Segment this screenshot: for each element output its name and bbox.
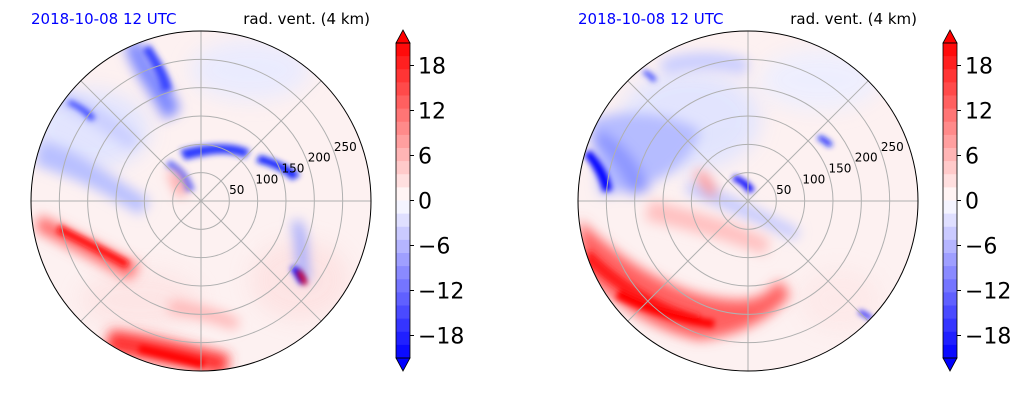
colorbar-bin bbox=[943, 226, 957, 241]
colorbar-bin bbox=[943, 239, 957, 254]
colorbar-bin bbox=[396, 331, 410, 346]
colorbar-tick-label: 12 bbox=[965, 100, 993, 125]
colorbar-bin bbox=[943, 305, 957, 320]
radial-tick-label: 150 bbox=[282, 161, 305, 175]
colorbar-tick-label: −12 bbox=[965, 280, 1011, 305]
colorbar-bin bbox=[943, 82, 957, 96]
radial-tick-label: 50 bbox=[229, 183, 244, 197]
colorbar-bin bbox=[943, 108, 957, 123]
angular-gridline bbox=[627, 80, 749, 202]
colorbar-tick-label: −18 bbox=[965, 325, 1011, 350]
colorbar-bin bbox=[943, 56, 957, 70]
colorbar-bin bbox=[396, 108, 410, 123]
colorbar-bin bbox=[396, 279, 410, 293]
colorbar-extend-max bbox=[395, 29, 411, 44]
radial-tick-label: 150 bbox=[829, 161, 852, 175]
colorbar-bin bbox=[943, 134, 957, 149]
colorbar-bin bbox=[396, 69, 410, 83]
colorbar-bin bbox=[396, 43, 410, 57]
colorbar-tick-label: 6 bbox=[965, 145, 979, 170]
colorbar-tick-label: 18 bbox=[418, 55, 446, 80]
colorbar-bin bbox=[943, 187, 957, 201]
colorbar-tick-label: −18 bbox=[418, 325, 464, 350]
colorbar-bin bbox=[396, 121, 410, 136]
radial-tick-label: 200 bbox=[308, 151, 331, 165]
colorbar-tick-label: −6 bbox=[418, 235, 450, 260]
colorbar-bin bbox=[943, 279, 957, 293]
panel-left-polar-grid bbox=[31, 31, 371, 371]
colorbar-bin bbox=[943, 318, 957, 333]
colorbar-tick-label: 0 bbox=[965, 190, 979, 215]
panel-right-date-title: 2018-10-08 12 UTC bbox=[578, 10, 724, 28]
panel-right-colorbar: 18 12 6 0 −6 −12 −18 bbox=[942, 29, 1011, 372]
colorbar-bin bbox=[943, 253, 957, 267]
angular-gridline bbox=[747, 200, 869, 322]
angular-gridline bbox=[80, 200, 202, 322]
colorbar-bin bbox=[943, 213, 957, 228]
colorbar-tick-label: −6 bbox=[965, 235, 997, 260]
colorbar-bin bbox=[943, 69, 957, 83]
radial-tick-label: 200 bbox=[855, 151, 878, 165]
colorbar-bin bbox=[396, 56, 410, 70]
colorbar-bin bbox=[943, 121, 957, 136]
radial-tick-label: 100 bbox=[802, 172, 825, 186]
colorbar-bin bbox=[396, 318, 410, 333]
colorbar-bin bbox=[396, 305, 410, 320]
colorbar-bin bbox=[396, 292, 410, 306]
colorbar-bin bbox=[943, 95, 957, 110]
colorbar-bin bbox=[396, 187, 410, 201]
colorbar-tick-label: −12 bbox=[418, 280, 464, 305]
polar-panel-right: 2018-10-08 12 UTC rad. vent. (4 km) bbox=[577, 10, 1011, 372]
colorbar-tick-label: 0 bbox=[418, 190, 432, 215]
colorbar-bin bbox=[396, 95, 410, 110]
colorbar-extend-max bbox=[942, 29, 958, 44]
colorbar-bin bbox=[396, 148, 410, 162]
panel-right-boundary bbox=[577, 30, 919, 372]
panel-left-field-title: rad. vent. (4 km) bbox=[243, 10, 370, 28]
radial-tick-label: 250 bbox=[881, 140, 904, 154]
colorbar-bin bbox=[943, 148, 957, 162]
colorbar-bin bbox=[396, 200, 410, 215]
radial-tick-label: 250 bbox=[334, 140, 357, 154]
colorbar-bin bbox=[396, 134, 410, 149]
panel-left-colorbar: 18 12 6 0 −6 −12 −18 bbox=[395, 29, 464, 372]
colorbar-tick-label: 18 bbox=[965, 55, 993, 80]
panel-right-polar-grid bbox=[578, 31, 918, 371]
colorbar-bin bbox=[943, 266, 957, 280]
colorbar-bin bbox=[396, 213, 410, 228]
colorbar-bin bbox=[396, 226, 410, 241]
colorbar-bin bbox=[396, 239, 410, 254]
colorbar-bin bbox=[396, 253, 410, 267]
angular-gridline bbox=[80, 80, 202, 202]
colorbar-bin bbox=[396, 174, 410, 188]
polar-panel-left: 2018-10-08 12 UTC rad. vent. (4 km) bbox=[30, 10, 464, 372]
panel-right-field-title: rad. vent. (4 km) bbox=[790, 10, 917, 28]
colorbar-bin bbox=[396, 344, 410, 359]
colorbar-bin bbox=[943, 331, 957, 346]
colorbar-bin bbox=[396, 161, 410, 175]
colorbar-bin bbox=[943, 161, 957, 175]
colorbar-bin bbox=[396, 82, 410, 96]
colorbar-tick-label: 12 bbox=[418, 100, 446, 125]
angular-gridline bbox=[747, 80, 869, 202]
radial-tick-label: 50 bbox=[776, 183, 791, 197]
colorbar-tick-label: 6 bbox=[418, 145, 432, 170]
colorbar-bin bbox=[943, 344, 957, 359]
colorbar-bin bbox=[943, 200, 957, 215]
panel-left-boundary bbox=[30, 30, 372, 372]
radial-tick-label: 100 bbox=[255, 172, 278, 186]
colorbar-extend-min bbox=[395, 357, 411, 372]
panel-left-date-title: 2018-10-08 12 UTC bbox=[31, 10, 177, 28]
colorbar-extend-min bbox=[942, 357, 958, 372]
angular-gridline bbox=[200, 80, 322, 202]
colorbar-bin bbox=[396, 266, 410, 280]
angular-gridline bbox=[627, 200, 749, 322]
colorbar-bin bbox=[943, 174, 957, 188]
colorbar-bin bbox=[943, 292, 957, 306]
colorbar-bin bbox=[943, 43, 957, 57]
angular-gridline bbox=[200, 200, 322, 322]
